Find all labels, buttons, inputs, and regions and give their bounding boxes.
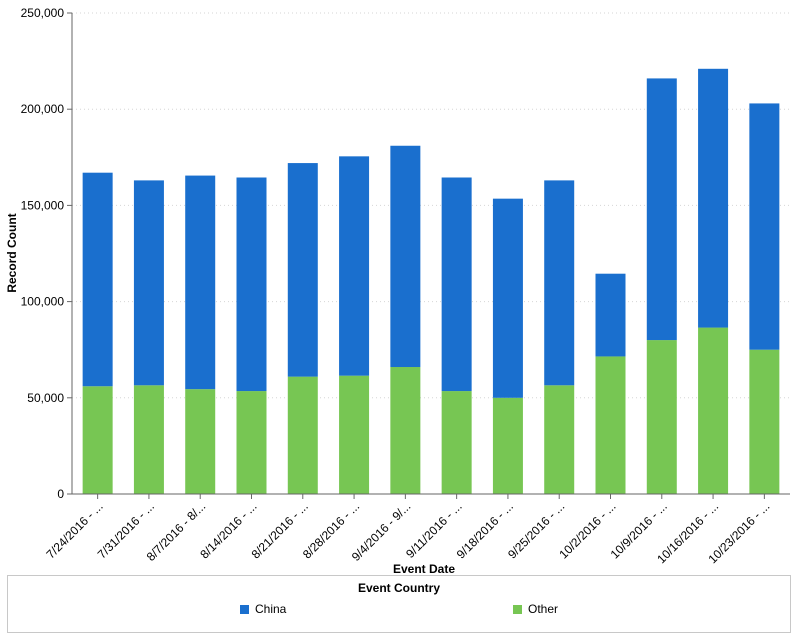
y-tick-label: 0 (57, 487, 64, 501)
legend-title: Event Country (357, 581, 440, 595)
legend-label-china: China (255, 602, 287, 616)
legend-item-other[interactable]: Other (513, 602, 558, 616)
y-tick-label: 150,000 (21, 198, 65, 212)
x-axis-title: Event Date (393, 562, 455, 575)
y-tick-label: 100,000 (21, 295, 65, 309)
bar-china[interactable] (646, 78, 677, 341)
bar-china[interactable] (339, 156, 370, 376)
bar-china[interactable] (698, 68, 729, 328)
y-axis-title: Record Count (5, 213, 19, 292)
bar-other[interactable] (698, 327, 729, 494)
legend-swatch-other (513, 604, 522, 614)
bar-other[interactable] (441, 391, 472, 494)
bar-china[interactable] (287, 163, 318, 377)
bar-china[interactable] (492, 198, 523, 398)
y-tick-label: 250,000 (21, 6, 65, 20)
legend: Event Country China Other (7, 575, 791, 633)
bar-china[interactable] (236, 177, 267, 392)
stacked-bar-chart: 050,000100,000150,000200,000250,0007/24/… (5, 6, 790, 576)
bar-other[interactable] (749, 349, 780, 494)
bar-other[interactable] (492, 397, 523, 494)
bar-other[interactable] (185, 389, 216, 494)
bar-other[interactable] (339, 375, 370, 494)
bar-other[interactable] (82, 386, 113, 494)
bar-china[interactable] (82, 172, 113, 387)
bar-china[interactable] (544, 180, 575, 386)
gridlines (72, 12, 790, 399)
legend-label-other: Other (528, 602, 559, 616)
bar-other[interactable] (133, 385, 164, 494)
y-tick-label: 200,000 (21, 102, 65, 116)
bar-china[interactable] (595, 273, 626, 357)
legend-swatch-china (240, 604, 249, 614)
bar-china[interactable] (441, 177, 472, 392)
bar-other[interactable] (595, 356, 626, 494)
bar-china[interactable] (390, 145, 421, 368)
bar-other[interactable] (390, 367, 421, 494)
y-tick-label: 50,000 (27, 391, 64, 405)
bar-china[interactable] (749, 103, 780, 350)
bar-other[interactable] (287, 376, 318, 494)
legend-item-china[interactable]: China (240, 602, 286, 616)
bar-other[interactable] (236, 391, 267, 494)
bars (82, 68, 780, 494)
bar-other[interactable] (646, 340, 677, 494)
bar-china[interactable] (185, 175, 216, 390)
bar-china[interactable] (133, 180, 164, 386)
bar-other[interactable] (544, 385, 575, 494)
